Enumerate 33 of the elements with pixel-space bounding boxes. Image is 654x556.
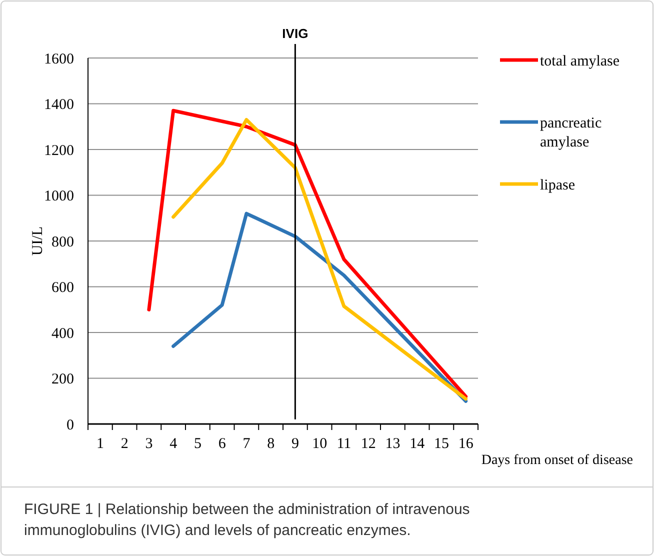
y-tick-label: 400 [52, 326, 74, 342]
x-tick-label: 15 [434, 436, 449, 452]
y-tick-label: 1200 [44, 142, 74, 159]
x-axis-title: Days from onset of disease [481, 453, 633, 468]
x-tick-label: 1 [96, 436, 104, 452]
legend-label: pancreatic amylase [540, 115, 602, 150]
x-tick-label: 4 [170, 436, 178, 452]
y-axis-title: UI/L [30, 226, 46, 256]
y-tick-label: 1000 [44, 188, 74, 204]
y-tick-label: 0 [66, 417, 74, 434]
x-tick-label: 11 [336, 436, 352, 452]
caption: FIGURE 1 | Relationship between the administration of intravenous immunoglobulins (IVIG) and levels of pancreatic enzymes. [24, 501, 470, 539]
x-tick-label: 6 [218, 436, 226, 452]
legend-label: total amylase [540, 53, 620, 70]
line-series [172, 212, 468, 403]
x-tick-label: 2 [120, 436, 128, 452]
x-tick-label: 3 [145, 436, 153, 452]
x-tick-label: 10 [312, 436, 328, 452]
x-tick-label: 14 [410, 436, 426, 452]
x-tick-label: 13 [385, 436, 400, 452]
x-tick-label: 7 [242, 436, 251, 452]
y-tick-label: 600 [52, 280, 74, 296]
ref-line-label: IVIG [282, 26, 308, 41]
x-tick-label: 9 [291, 436, 299, 452]
x-tick-label: 16 [458, 436, 474, 452]
y-tick-label: 200 [52, 372, 74, 388]
x-tick-label: 5 [194, 436, 202, 452]
y-tick-label: 1400 [44, 97, 74, 113]
y-tick-label: 1600 [44, 51, 74, 68]
x-tick-label: 12 [360, 436, 376, 452]
x-tick-label: 8 [267, 436, 275, 452]
legend-label: lipase [540, 177, 576, 194]
y-tick-label: 800 [52, 234, 74, 250]
